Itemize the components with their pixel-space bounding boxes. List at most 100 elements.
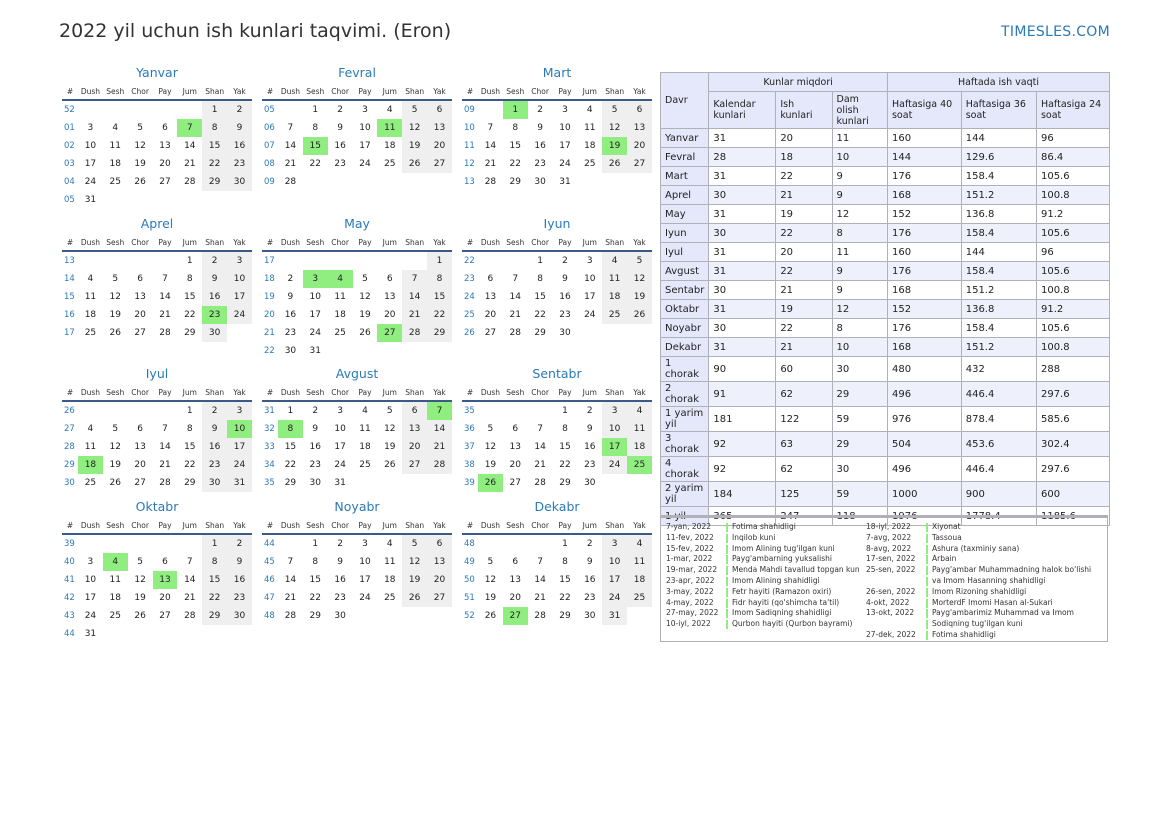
- period-cell: 4 chorak: [659, 456, 710, 482]
- value-cell: 31: [708, 337, 777, 357]
- empty-day: [503, 401, 528, 420]
- month-may: May # Dush Sesh Chor Pay Jum Shan Yak 17 1 18 2 3 4 5 6 7…: [262, 216, 452, 360]
- table-row: 1 chorak 90 60 30 480 432 288: [659, 356, 1111, 382]
- weekday-header: #: [462, 384, 478, 402]
- day-cell: 2: [202, 251, 228, 270]
- week-number: 48: [464, 539, 475, 549]
- week-number: 10: [464, 123, 475, 133]
- weekday-header: Yak: [427, 234, 452, 252]
- week-number: 45: [264, 557, 275, 567]
- value-cell: 10: [831, 337, 888, 357]
- day-cell: 31: [227, 474, 252, 492]
- empty-day: [78, 251, 103, 270]
- weekday-header: Yak: [627, 83, 652, 101]
- empty-day: [128, 191, 153, 209]
- period-cell: 1 yarim yil: [659, 406, 710, 432]
- weekday-header: Yak: [427, 517, 452, 535]
- month-iyun: Iyun # Dush Sesh Chor Pay Jum Shan Yak 22 1 2 3 4 5 23 6…: [462, 216, 652, 342]
- day-cell: 22: [534, 310, 546, 320]
- week-number: 40: [64, 557, 75, 567]
- empty-day: [153, 534, 178, 553]
- empty-day: [128, 534, 153, 553]
- day-cell: 6: [402, 401, 428, 420]
- day-cell: 29: [184, 328, 196, 338]
- day-cell: 4: [386, 539, 393, 549]
- day-cell: 11: [109, 141, 121, 151]
- column-header: Haftasiga 40 soat: [886, 91, 962, 129]
- empty-day: [353, 251, 378, 270]
- value-cell: 90: [708, 356, 777, 382]
- day-cell: 25: [584, 159, 596, 169]
- week-number: 35: [264, 478, 275, 488]
- weekday-header: Chor: [527, 384, 553, 402]
- day-cell: 6: [162, 557, 168, 567]
- value-cell: 158.4: [960, 261, 1037, 281]
- day-cell: 20: [402, 438, 428, 456]
- value-cell: 60: [775, 356, 833, 382]
- value-cell: 496: [886, 456, 962, 482]
- day-cell: 9: [586, 424, 593, 434]
- month-grid: # Dush Sesh Chor Pay Jum Shan Yak 26 1 2 3 27 4 5 6 7 8 9 1…: [62, 384, 252, 492]
- period-cell: Dekabr: [659, 337, 710, 357]
- day-cell: 7: [537, 557, 543, 567]
- day-cell: 25: [109, 611, 121, 621]
- value-cell: 136.8: [960, 299, 1037, 319]
- day-cell: 28: [284, 177, 297, 187]
- week-number: 08: [264, 159, 275, 169]
- day-cell: 29: [534, 328, 546, 338]
- weekday-header: Shan: [402, 83, 428, 101]
- day-cell: 16: [334, 141, 346, 151]
- period-cell: Sentabr: [659, 280, 710, 300]
- table-row: 2 yarim yil 184 125 59 1000 900 600: [659, 481, 1111, 507]
- empty-day: [78, 401, 103, 420]
- holiday-date: 27-dek, 2022: [866, 629, 916, 639]
- day-cell: 2: [312, 406, 319, 416]
- value-cell: 10: [831, 147, 888, 167]
- day-cell: 6: [427, 534, 452, 553]
- day-cell: 24: [602, 589, 628, 607]
- weekday-header: #: [462, 234, 478, 252]
- value-cell: 585.6: [1035, 406, 1111, 432]
- holiday-marker: [726, 533, 728, 543]
- week-number: 18: [264, 274, 275, 284]
- holiday-date: 17-sen, 2022: [866, 554, 916, 564]
- day-cell: 26: [134, 611, 146, 621]
- day-cell: 8: [512, 123, 519, 133]
- day-cell: 2: [586, 406, 593, 416]
- weekday-header: Dush: [278, 234, 303, 252]
- week-number: 04: [64, 177, 75, 187]
- empty-day: [202, 625, 227, 643]
- day-cell: 11: [627, 420, 652, 438]
- day-cell: 23: [334, 593, 346, 603]
- value-cell: 12: [831, 204, 888, 224]
- day-cell: 1: [537, 256, 543, 266]
- empty-day: [402, 173, 427, 191]
- day-cell: 5: [386, 406, 393, 416]
- column-header: Haftasiga 24 soat: [1035, 91, 1111, 129]
- weekday-header: Pay: [552, 234, 578, 252]
- day-cell: 29: [559, 478, 571, 488]
- value-cell: 144: [960, 128, 1037, 148]
- day-cell: 31: [309, 346, 321, 356]
- day-cell: 3: [227, 251, 252, 270]
- empty-day: [528, 401, 553, 420]
- brand-link[interactable]: TIMESLES.COM: [1001, 24, 1110, 40]
- day-cell: 25: [602, 306, 628, 324]
- day-cell: 12: [484, 575, 497, 585]
- day-cell: 15: [559, 442, 571, 452]
- empty-day: [78, 100, 103, 119]
- empty-day: [577, 324, 602, 342]
- day-cell: 26: [359, 328, 371, 338]
- month-name: May: [344, 216, 370, 231]
- day-cell: 9: [537, 123, 543, 133]
- day-cell: 16: [284, 310, 297, 320]
- weekday-header: Chor: [127, 517, 153, 535]
- value-cell: 100.8: [1035, 185, 1111, 205]
- day-cell: 31: [84, 629, 97, 639]
- value-cell: 21: [775, 185, 833, 205]
- day-cell: 6: [512, 557, 519, 567]
- empty-day: [627, 324, 652, 342]
- weekday-header: #: [62, 83, 78, 101]
- holiday-name: MorterdF Imomi Hasan al-Sukari: [932, 597, 1053, 607]
- weekday-header: Yak: [627, 384, 652, 402]
